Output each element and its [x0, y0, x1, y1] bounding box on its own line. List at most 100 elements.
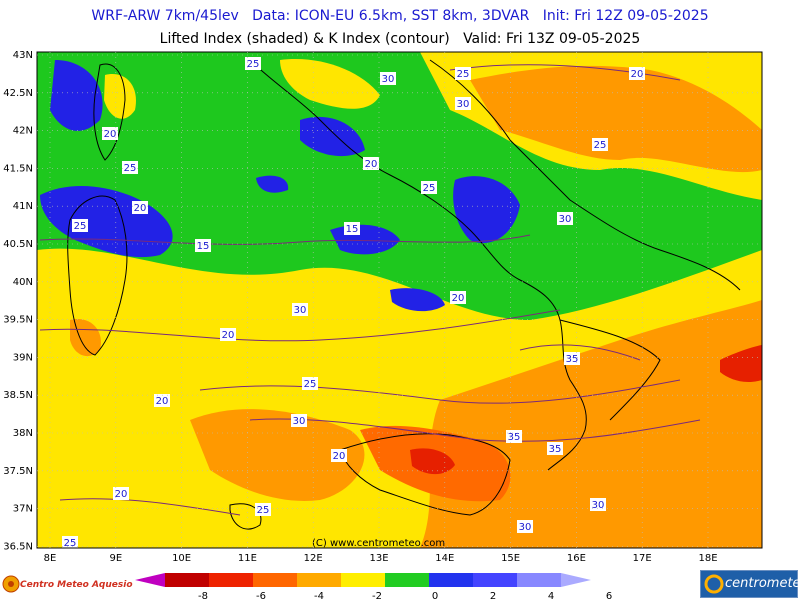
contour-label-box [557, 212, 573, 225]
contour-label-box [564, 352, 580, 365]
colorbar-tick-label: 4 [548, 591, 554, 600]
contour-label: 35 [508, 432, 521, 443]
contour-label-box [363, 157, 379, 170]
logo-swirl-icon [704, 574, 724, 594]
contour-label: 30 [382, 74, 395, 85]
colorbar-tick-label: -8 [198, 591, 208, 600]
contour-25 [199, 379, 681, 404]
lat-tick-label: 39N [13, 352, 33, 363]
contour-label: 20 [631, 69, 644, 80]
contour-label-box [517, 520, 533, 533]
contour-label-box [220, 328, 236, 341]
colorbar-arrow-left [135, 573, 165, 587]
contour-label: 25 [594, 140, 607, 151]
contour-label: 25 [257, 505, 270, 516]
contour-label: 20 [452, 293, 465, 304]
lat-tick-label: 41.5N [3, 163, 33, 174]
lat-tick-label: 42N [13, 126, 33, 137]
colorbar-segment [297, 573, 341, 587]
lat-tick-label: 36.5N [3, 541, 33, 552]
lon-tick-label: 17E [633, 553, 652, 564]
contour-label: 30 [457, 99, 470, 110]
lifted-index-red-east [720, 345, 762, 383]
contour-label: 20 [134, 203, 147, 214]
contour-label: 20 [365, 159, 378, 170]
lon-tick-label: 8E [44, 553, 57, 564]
coast-tyrrhenian [249, 59, 587, 471]
contour-label-box [292, 303, 308, 316]
k-index-contours [39, 64, 701, 516]
colorbar-tick-label: -2 [372, 591, 382, 600]
colorbar-tick-label: 2 [490, 591, 496, 600]
contour-label-box [331, 449, 347, 462]
logo-icon [2, 575, 20, 593]
contour-label-box [450, 291, 466, 304]
lon-tick-label: 13E [369, 553, 388, 564]
lifted-index-orange-sardinia [70, 319, 101, 357]
contour-label-box [421, 181, 437, 194]
lifted-index-blue-campania [453, 176, 520, 244]
contour-label-box [344, 222, 360, 235]
contour-label: 20 [156, 396, 169, 407]
contour-label: 20 [222, 330, 235, 341]
lifted-index-yellow-corsica [104, 74, 136, 119]
lifted-index-orange-sw [190, 409, 365, 501]
contour-label: 30 [293, 416, 306, 427]
contour-label: 25 [247, 59, 260, 70]
colorbar-tick-label: 0 [432, 591, 438, 600]
contour-label-box [547, 442, 563, 455]
colorbar-segment [165, 573, 209, 587]
contour-label: 25 [423, 183, 436, 194]
lifted-index-blue-small [256, 175, 289, 193]
watermark-text: (C) www.centrometeo.com [312, 538, 445, 549]
contour-label-box [455, 97, 471, 110]
contour-label-box [113, 487, 129, 500]
contour-label-box [302, 377, 318, 390]
colorbar-segment [473, 573, 517, 587]
colorbar-segment [429, 573, 473, 587]
map-field: 25 30 25 20 30 20 25 20 25 20 25 15 15 30 20 20 25 20 25 30… [37, 52, 762, 548]
lat-tick-label: 40N [13, 277, 33, 288]
contour-label-box [380, 72, 396, 85]
contour-20-south [59, 498, 241, 516]
lat-tick-label: 37N [13, 504, 33, 515]
lifted-index-orange-ne [470, 65, 762, 173]
lat-tick-label: 41N [13, 201, 33, 212]
contour-20 [39, 309, 561, 342]
contour-15 [39, 234, 531, 245]
colorbar-segment [385, 573, 429, 587]
contour-label: 35 [566, 354, 579, 365]
contour-label-box [291, 414, 307, 427]
contour-label-box [102, 127, 118, 140]
contour-label: 20 [104, 129, 117, 140]
colorbar-tick-label: -6 [256, 591, 266, 600]
contour-label-box [154, 394, 170, 407]
colorbar-arrow-right [561, 573, 591, 587]
lat-tick-label: 37.5N [3, 466, 33, 477]
latitude-axis: 43N 42.5N 42N 41.5N 41N 40.5N 40N 39.5N 39N 38.5N… [3, 50, 762, 552]
contour-label: 30 [592, 500, 605, 511]
contour-30 [249, 418, 701, 442]
colorbar-segment [209, 573, 253, 587]
lat-tick-label: 39.5N [3, 315, 33, 326]
contour-label-box [132, 201, 148, 214]
coast-ionian [559, 319, 661, 421]
lon-tick-label: 16E [567, 553, 586, 564]
title-line-2: Lifted Index (shaded) & K Index (contour… [159, 31, 641, 47]
coast-sicily [339, 433, 511, 516]
contour-label-box [62, 536, 78, 548]
lon-tick-label: 11E [238, 553, 257, 564]
coastlines [67, 59, 741, 530]
contour-label-box [255, 503, 271, 516]
contour-25-north [449, 64, 681, 81]
contour-label: 30 [519, 522, 532, 533]
colorbar-tick-label: 6 [606, 591, 612, 600]
contour-35 [519, 344, 641, 361]
lat-tick-label: 38.5N [3, 390, 33, 401]
contour-label-box [72, 219, 88, 232]
centro-meteo-aquesio-logo: Centro Meteo Aquesio [0, 568, 133, 600]
contour-label: 25 [74, 221, 87, 232]
coast-corsica [93, 63, 126, 161]
coast-sardinia [67, 195, 128, 356]
longitude-axis: 8E 9E 10E 11E 12E 13E 14E 15E 16E 17E 18E [44, 52, 718, 564]
